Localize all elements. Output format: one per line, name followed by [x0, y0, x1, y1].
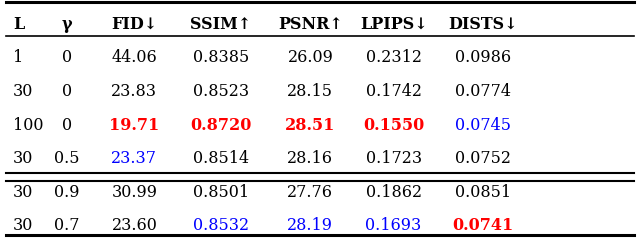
Text: 0.5: 0.5	[54, 150, 80, 167]
Text: 0: 0	[62, 49, 72, 66]
Text: 0: 0	[62, 83, 72, 100]
Text: 0.8501: 0.8501	[193, 184, 249, 201]
Text: 1: 1	[13, 49, 23, 66]
Text: LPIPS↓: LPIPS↓	[360, 16, 428, 33]
Text: 0.1742: 0.1742	[365, 83, 422, 100]
Text: 27.76: 27.76	[287, 184, 333, 201]
Text: 28.15: 28.15	[287, 83, 333, 100]
Text: 0.9: 0.9	[54, 184, 80, 201]
Text: PSNR↑: PSNR↑	[278, 16, 343, 33]
Text: DISTS↓: DISTS↓	[449, 16, 518, 33]
Text: 0.8720: 0.8720	[190, 117, 252, 133]
Text: 0.8385: 0.8385	[193, 49, 249, 66]
Text: 30: 30	[13, 184, 33, 201]
Text: 0: 0	[62, 117, 72, 133]
Text: 30.99: 30.99	[111, 184, 157, 201]
Text: 30: 30	[13, 217, 33, 234]
Text: FID↓: FID↓	[111, 16, 157, 33]
Text: 0.0986: 0.0986	[455, 49, 511, 66]
Text: 30: 30	[13, 83, 33, 100]
Text: 0.8523: 0.8523	[193, 83, 249, 100]
Text: 0.8532: 0.8532	[193, 217, 249, 234]
Text: 28.19: 28.19	[287, 217, 333, 234]
Text: 0.0851: 0.0851	[455, 184, 511, 201]
Text: 30: 30	[13, 150, 33, 167]
Text: 0.0741: 0.0741	[452, 217, 514, 234]
Text: 0.7: 0.7	[54, 217, 80, 234]
Text: 0.0745: 0.0745	[455, 117, 511, 133]
Text: 0.0774: 0.0774	[455, 83, 511, 100]
Text: 0.1693: 0.1693	[365, 217, 422, 234]
Text: γ: γ	[62, 16, 72, 33]
Text: 0.2312: 0.2312	[365, 49, 422, 66]
Text: 26.09: 26.09	[287, 49, 333, 66]
Text: 0.1550: 0.1550	[363, 117, 424, 133]
Text: L: L	[13, 16, 24, 33]
Text: 100: 100	[13, 117, 44, 133]
Text: 23.83: 23.83	[111, 83, 157, 100]
Text: 0.1723: 0.1723	[365, 150, 422, 167]
Text: 23.60: 23.60	[111, 217, 157, 234]
Text: 0.8514: 0.8514	[193, 150, 249, 167]
Text: 23.37: 23.37	[111, 150, 157, 167]
Text: 0.1862: 0.1862	[365, 184, 422, 201]
Text: 28.16: 28.16	[287, 150, 333, 167]
Text: SSIM↑: SSIM↑	[190, 16, 252, 33]
Text: 28.51: 28.51	[285, 117, 335, 133]
Text: 44.06: 44.06	[111, 49, 157, 66]
Text: 19.71: 19.71	[109, 117, 159, 133]
Text: 0.0752: 0.0752	[455, 150, 511, 167]
